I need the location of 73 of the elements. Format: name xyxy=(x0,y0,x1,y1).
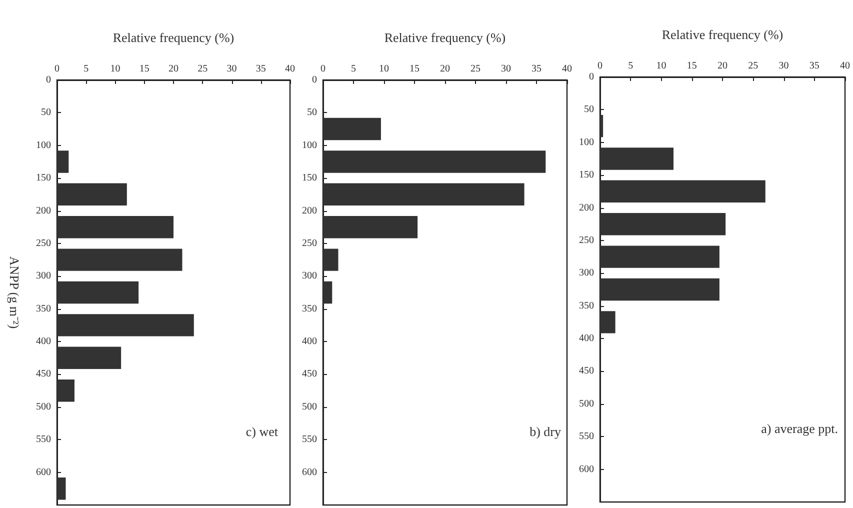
y-tick-label: 250 xyxy=(36,238,51,249)
y-tick-label: 200 xyxy=(302,205,317,216)
x-tick-label: 35 xyxy=(532,64,542,74)
x-tick-label: 0 xyxy=(320,64,326,74)
y-tick-label: 400 xyxy=(302,336,317,348)
x-tick-label: 40 xyxy=(840,60,850,72)
y-tick-label: 150 xyxy=(579,170,594,181)
y-tick-label: 300 xyxy=(302,270,317,282)
x-tick-label: 5 xyxy=(628,60,634,72)
annotation: b) dry xyxy=(530,424,562,439)
y-tick-label: 0 xyxy=(46,74,51,86)
x-tick-label: 5 xyxy=(351,64,356,74)
y-tick-label: 400 xyxy=(579,333,594,344)
y-tick-label: 350 xyxy=(302,303,317,314)
y-tick-label: 550 xyxy=(36,434,51,446)
y-tick-label: 50 xyxy=(307,107,317,118)
y-tick-label: 100 xyxy=(302,140,317,151)
x-tick-label: 20 xyxy=(440,64,450,74)
y-tick-label: 550 xyxy=(302,434,317,446)
y-tick-label: 600 xyxy=(36,466,51,478)
y-axis-title: ANPP (g m⁻²) xyxy=(7,256,22,329)
x-tick-label: 0 xyxy=(598,60,602,72)
x-tick-label: 25 xyxy=(748,60,758,72)
x-tick-label: 30 xyxy=(501,64,511,74)
y-tick-label: 200 xyxy=(579,202,594,214)
y-tick-label: 500 xyxy=(36,401,51,412)
y-tick-label: 450 xyxy=(36,368,51,380)
x-tick-label: 10 xyxy=(379,64,389,74)
x-tick-label: 10 xyxy=(656,60,666,72)
y-tick-label: 0 xyxy=(589,72,594,82)
y-tick-label: 250 xyxy=(302,238,317,249)
x-tick-label: 25 xyxy=(198,64,208,74)
y-tick-label: 300 xyxy=(579,268,594,279)
x-tick-label: 35 xyxy=(809,60,820,72)
y-tick-label: 50 xyxy=(41,107,51,118)
x-tick-label: 5 xyxy=(84,64,89,74)
x-tick-label: 40 xyxy=(285,64,295,74)
y-tick-label: 100 xyxy=(36,140,51,151)
y-tick-label: 550 xyxy=(579,431,594,442)
x-tick-label: 15 xyxy=(139,64,150,74)
x-axis-title: Relative frequency (%) xyxy=(112,30,234,45)
y-tick-label: 200 xyxy=(36,205,51,216)
x-tick-label: 15 xyxy=(410,64,420,74)
y-tick-label: 500 xyxy=(579,398,594,410)
x-tick-label: 10 xyxy=(110,64,120,74)
x-tick-label: 15 xyxy=(686,60,697,72)
x-axis-title: Relative frequency (%) xyxy=(384,30,506,45)
x-tick-label: 20 xyxy=(168,64,178,74)
y-tick-label: 150 xyxy=(302,172,317,184)
y-tick-label: 150 xyxy=(36,172,51,184)
x-tick-label: 35 xyxy=(256,64,266,74)
y-tick-label: 600 xyxy=(302,466,317,478)
y-tick-label: 300 xyxy=(36,270,51,282)
y-tick-label: 500 xyxy=(302,401,317,412)
x-tick-label: 30 xyxy=(226,64,237,74)
y-tick-label: 0 xyxy=(312,74,317,86)
y-tick-label: 450 xyxy=(302,368,317,380)
y-tick-label: 100 xyxy=(579,136,594,148)
y-tick-label: 250 xyxy=(579,234,594,246)
x-axis-title: Relative frequency (%) xyxy=(662,27,784,42)
x-tick-label: 30 xyxy=(778,60,789,72)
y-tick-label: 350 xyxy=(579,300,594,312)
y-tick-label: 50 xyxy=(584,104,594,116)
y-tick-label: 600 xyxy=(579,464,594,475)
x-tick-label: 40 xyxy=(562,64,572,74)
annotation: a) average ppt. xyxy=(761,421,838,436)
annotation: c) wet xyxy=(246,424,278,439)
x-tick-label: 20 xyxy=(718,60,728,72)
y-tick-label: 400 xyxy=(36,336,51,348)
x-tick-label: 25 xyxy=(470,64,480,74)
y-tick-label: 350 xyxy=(36,303,51,314)
y-tick-label: 450 xyxy=(579,366,594,377)
x-tick-label: 0 xyxy=(54,64,60,74)
